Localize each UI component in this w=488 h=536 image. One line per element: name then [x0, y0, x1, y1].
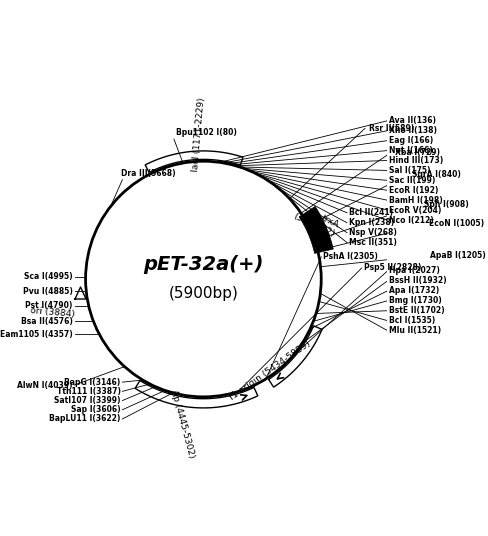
Text: f1 origin (5434-5889): f1 origin (5434-5889) — [227, 339, 312, 401]
Text: Pvu I(4885): Pvu I(4885) — [23, 287, 73, 296]
Text: Bmg I(1730): Bmg I(1730) — [389, 296, 442, 306]
Text: Sac II(199): Sac II(199) — [389, 176, 436, 185]
Text: Xho II(138): Xho II(138) — [389, 126, 437, 135]
Text: SatI107 I(3399): SatI107 I(3399) — [54, 396, 121, 405]
Text: Psp5 II(2828): Psp5 II(2828) — [364, 264, 421, 272]
Text: Sph I(908): Sph I(908) — [424, 200, 469, 209]
Text: Xba I(729): Xba I(729) — [395, 148, 440, 157]
Text: Sap I(3606): Sap I(3606) — [71, 405, 121, 414]
Text: Dra III(5668): Dra III(5668) — [121, 169, 175, 178]
Text: Bcl I(1535): Bcl I(1535) — [389, 316, 436, 325]
Text: Ava II(136): Ava II(136) — [389, 116, 436, 125]
Polygon shape — [135, 381, 258, 408]
Text: Msc II(351): Msc II(351) — [349, 238, 397, 247]
Text: Hind III(173): Hind III(173) — [389, 156, 444, 165]
Text: BstE II(1702): BstE II(1702) — [389, 306, 445, 315]
Text: ApaB I(1205): ApaB I(1205) — [430, 251, 486, 260]
Text: Eam1105 I(4357): Eam1105 I(4357) — [0, 330, 73, 339]
Text: Bcl II(241): Bcl II(241) — [349, 209, 393, 217]
Text: Tth111 I(3387): Tth111 I(3387) — [57, 387, 121, 396]
Text: Not I(166): Not I(166) — [389, 146, 433, 155]
Text: Bpu1102 I(80): Bpu1102 I(80) — [176, 128, 237, 137]
Text: Sal I(175): Sal I(175) — [389, 166, 431, 175]
Text: Hpa I(2027): Hpa I(2027) — [389, 266, 440, 276]
Text: Sca I(4995): Sca I(4995) — [24, 272, 73, 281]
Text: Nsp V(268): Nsp V(268) — [349, 228, 397, 237]
Text: (5900bp): (5900bp) — [168, 286, 238, 301]
Text: BapG I(3146): BapG I(3146) — [64, 378, 121, 386]
Text: Nco I(212): Nco I(212) — [389, 215, 434, 225]
Polygon shape — [299, 206, 333, 254]
Text: Kpn I(238): Kpn I(238) — [349, 218, 394, 227]
Text: EcoR V(204): EcoR V(204) — [389, 206, 442, 215]
Text: trxA
(368-692): trxA (368-692) — [292, 203, 341, 239]
Text: Bsa II(4576): Bsa II(4576) — [21, 317, 73, 326]
Polygon shape — [268, 326, 322, 387]
Text: PshA I(2305): PshA I(2305) — [323, 252, 378, 262]
Text: EcoN I(1005): EcoN I(1005) — [428, 219, 484, 228]
Text: SgrA I(840): SgrA I(840) — [412, 170, 461, 179]
Text: lacI (1171-2229): lacI (1171-2229) — [191, 96, 206, 172]
Polygon shape — [145, 151, 243, 173]
Text: AlwN I(4039): AlwN I(4039) — [17, 381, 73, 390]
Text: BssH II(1932): BssH II(1932) — [389, 277, 447, 285]
Text: Pst I(4790): Pst I(4790) — [25, 301, 73, 310]
Text: Rsr II(589): Rsr II(589) — [368, 124, 414, 133]
Text: EcoR I(192): EcoR I(192) — [389, 186, 439, 195]
Text: pET-32a(+): pET-32a(+) — [143, 255, 264, 274]
Text: BamH I(198): BamH I(198) — [389, 196, 443, 205]
Text: Ap (4445-5302): Ap (4445-5302) — [169, 389, 196, 459]
Text: Mlu II(1521): Mlu II(1521) — [389, 326, 442, 335]
Text: ori (3884): ori (3884) — [30, 306, 76, 319]
Text: Eag I(166): Eag I(166) — [389, 136, 433, 145]
Text: BapLU11 I(3622): BapLU11 I(3622) — [49, 414, 121, 423]
Text: Apa I(1732): Apa I(1732) — [389, 286, 440, 295]
